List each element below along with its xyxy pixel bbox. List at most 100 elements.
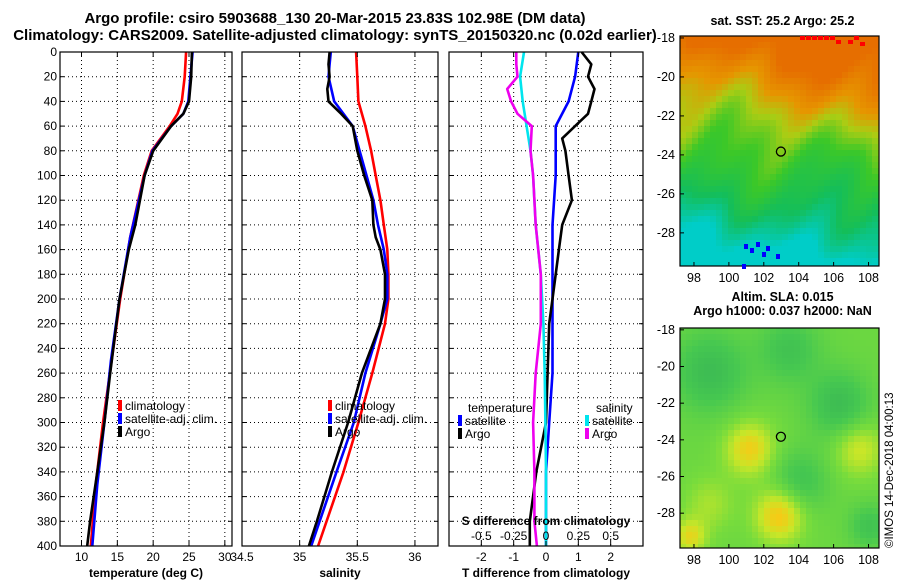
map-cell [866,72,872,78]
map-cell [806,84,812,90]
map-cell [704,102,710,108]
map-cell [704,406,710,412]
map-cell [836,132,842,138]
map-cell [788,96,794,102]
map-cell [842,346,848,352]
sst-map-y-tick-label: -18 [657,31,675,45]
map-cell [728,502,734,508]
map-cell [818,352,824,358]
map-cell [770,352,776,358]
map-cell [776,258,782,264]
map-cell [806,514,812,520]
map-cell [848,204,854,210]
map-cell [788,394,794,400]
map-cell [824,156,830,162]
depth-tick-label: 80 [44,144,58,158]
map-cell [716,328,722,334]
map-cell [686,370,692,376]
map-cell [746,346,752,352]
map-cell [770,478,776,484]
map-cell [746,340,752,346]
map-cell [848,90,854,96]
map-cell [818,328,824,334]
map-cell [830,328,836,334]
map-cell [788,472,794,478]
map-cell [794,198,800,204]
map-cell [812,174,818,180]
map-cell [710,42,716,48]
map-cell [854,234,860,240]
map-cell [800,352,806,358]
map-cell [776,126,782,132]
map-cell [710,388,716,394]
map-cell [680,448,686,454]
map-cell [788,228,794,234]
map-cell [770,466,776,472]
map-cell [734,502,740,508]
map-cell [764,424,770,430]
map-cell [818,454,824,460]
map-cell [770,150,776,156]
map-cell [788,502,794,508]
map-cell [716,376,722,382]
map-cell [740,228,746,234]
map-cell [758,430,764,436]
map-cell [776,102,782,108]
map-cell [824,150,830,156]
map-cell [776,264,782,266]
map-cell [854,532,860,538]
map-cell [830,48,836,54]
map-cell [854,544,860,548]
map-cell [854,72,860,78]
map-cell [806,436,812,442]
map-cell [812,216,818,222]
map-cell [818,400,824,406]
map-cell [782,222,788,228]
map-cell [860,138,866,144]
map-cell [794,156,800,162]
map-cell [692,120,698,126]
map-cell [788,90,794,96]
map-cell [692,252,698,258]
map-cell [824,364,830,370]
map-cell [680,228,686,234]
map-cell [686,156,692,162]
map-cell [728,442,734,448]
map-cell [872,382,878,388]
map-cell [680,222,686,228]
map-cell [806,340,812,346]
map-cell [812,430,818,436]
map-cell [758,382,764,388]
map-cell [860,228,866,234]
map-cell [740,406,746,412]
map-cell [854,156,860,162]
map-cell [758,526,764,532]
x-axis-label: salinity [319,566,361,580]
map-cell [680,84,686,90]
map-cell [698,448,704,454]
map-cell [782,174,788,180]
map-cell [728,210,734,216]
map-cell [770,382,776,388]
map-cell [818,376,824,382]
map-cell [824,412,830,418]
map-cell [800,174,806,180]
map-cell [812,198,818,204]
sst-speckle [776,254,780,259]
map-cell [860,102,866,108]
map-cell [860,514,866,520]
temperature-legend-swatch [118,413,122,424]
map-cell [788,436,794,442]
sst-speckles [742,36,865,269]
map-cell [848,544,854,548]
map-cell [680,544,686,548]
map-cell [734,162,740,168]
map-cell [836,424,842,430]
map-cell [764,472,770,478]
map-cell [740,234,746,240]
map-cell [866,36,872,42]
map-cell [752,192,758,198]
map-cell [722,442,728,448]
map-cell [776,478,782,484]
